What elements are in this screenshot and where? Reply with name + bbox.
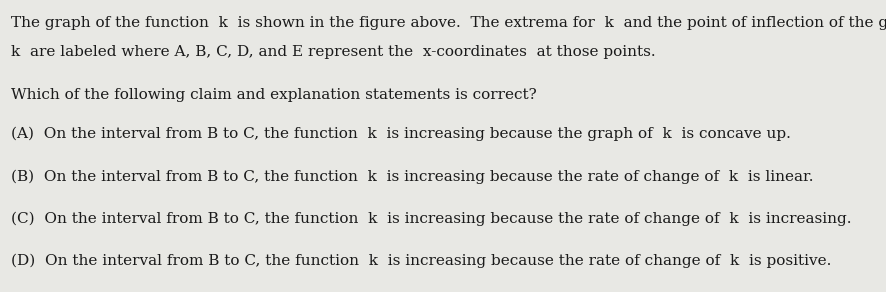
Text: (D)  On the interval from B to C, the function  k  is increasing because the rat: (D) On the interval from B to C, the fun…	[11, 254, 830, 268]
Text: (C)  On the interval from B to C, the function  k  is increasing because the rat: (C) On the interval from B to C, the fun…	[11, 212, 851, 226]
Text: (A)  On the interval from B to C, the function  k  is increasing because the gra: (A) On the interval from B to C, the fun…	[11, 127, 789, 141]
Text: (B)  On the interval from B to C, the function  k  is increasing because the rat: (B) On the interval from B to C, the fun…	[11, 169, 812, 184]
Text: Which of the following claim and explanation statements is correct?: Which of the following claim and explana…	[11, 88, 536, 102]
Text: The graph of the function  k  is shown in the figure above.  The extrema for  k : The graph of the function k is shown in …	[11, 16, 886, 30]
Text: k  are labeled where A, B, C, D, and E represent the  x-coordinates  at those po: k are labeled where A, B, C, D, and E re…	[11, 45, 655, 59]
